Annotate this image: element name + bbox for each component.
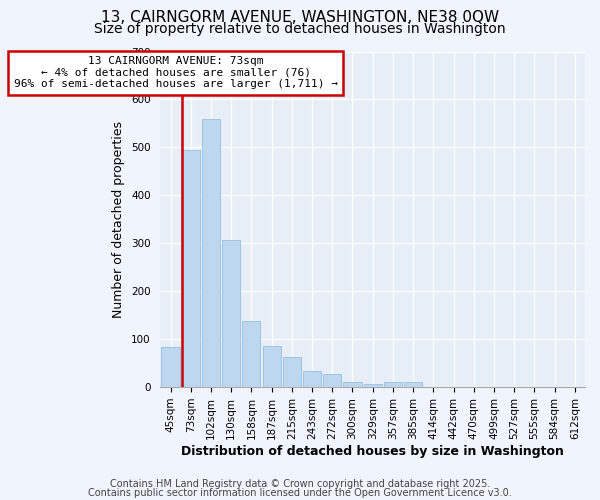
Bar [303, 372, 321, 387]
Text: Contains public sector information licensed under the Open Government Licence v3: Contains public sector information licen… [88, 488, 512, 498]
Bar [263, 346, 281, 387]
Bar [182, 150, 200, 387]
Bar [404, 382, 422, 387]
Text: 13, CAIRNGORM AVENUE, WASHINGTON, NE38 0QW: 13, CAIRNGORM AVENUE, WASHINGTON, NE38 0… [101, 10, 499, 25]
Text: Size of property relative to detached houses in Washington: Size of property relative to detached ho… [94, 22, 506, 36]
X-axis label: Distribution of detached houses by size in Washington: Distribution of detached houses by size … [181, 444, 564, 458]
Bar [222, 240, 240, 387]
Bar [343, 382, 362, 387]
Bar [323, 374, 341, 387]
Bar [384, 382, 402, 387]
Y-axis label: Number of detached properties: Number of detached properties [112, 121, 125, 318]
Bar [161, 348, 179, 387]
Bar [242, 321, 260, 387]
Bar [364, 384, 382, 387]
Text: 13 CAIRNGORM AVENUE: 73sqm
← 4% of detached houses are smaller (76)
96% of semi-: 13 CAIRNGORM AVENUE: 73sqm ← 4% of detac… [14, 56, 338, 90]
Text: Contains HM Land Registry data © Crown copyright and database right 2025.: Contains HM Land Registry data © Crown c… [110, 479, 490, 489]
Bar [283, 358, 301, 387]
Bar [202, 118, 220, 387]
